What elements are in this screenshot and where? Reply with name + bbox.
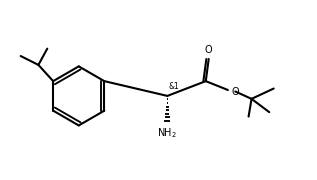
Text: O: O bbox=[205, 45, 212, 55]
Text: &1: &1 bbox=[169, 82, 180, 91]
Text: NH$_2$: NH$_2$ bbox=[158, 126, 177, 140]
Text: O: O bbox=[231, 87, 239, 97]
